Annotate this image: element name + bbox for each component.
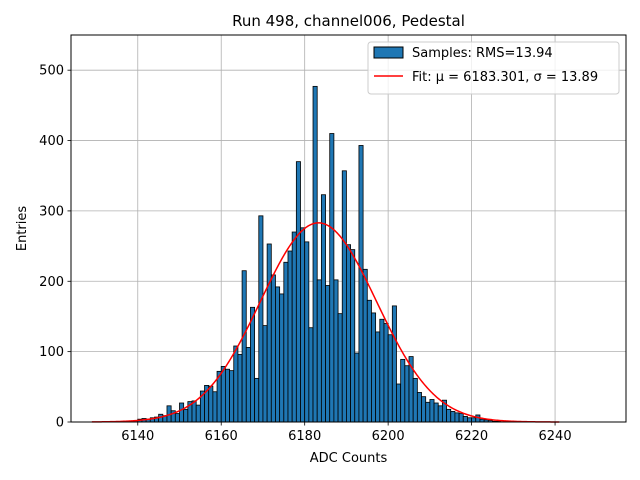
histogram-bar — [245, 347, 251, 423]
histogram-bar — [283, 261, 289, 423]
histogram-bar — [325, 285, 331, 423]
legend-box — [367, 41, 620, 95]
histogram-bar — [362, 268, 368, 423]
histogram-bar — [329, 133, 335, 423]
histogram-bar — [320, 194, 326, 423]
histogram-bar — [275, 286, 281, 423]
histogram-bar — [354, 352, 360, 423]
histogram-bar — [270, 274, 276, 423]
axis-ticks: 6140 6160 6180 6200 6220 6240 0 100 200 300 400 500 — [39, 64, 571, 444]
histogram-bar — [254, 377, 260, 423]
histogram-bar — [383, 323, 389, 423]
histogram-bar — [308, 327, 314, 423]
histogram-bar — [371, 312, 377, 423]
histogram-bar — [295, 161, 301, 423]
histogram-bar — [224, 368, 230, 423]
histogram-bar — [212, 391, 218, 423]
histogram-bar — [304, 241, 310, 423]
x-tick-label: 6180 — [288, 429, 321, 444]
plot-frame — [70, 34, 627, 423]
legend-label-histogram: Samples: RMS=13.94 — [412, 46, 553, 61]
histogram-bar — [279, 293, 285, 423]
histogram-bar — [179, 402, 185, 423]
histogram-bar — [421, 396, 427, 423]
histogram-bar — [446, 408, 452, 423]
histogram-bar — [412, 377, 418, 423]
histogram-bar — [333, 279, 339, 423]
histogram-bar — [366, 299, 372, 423]
histogram-bar — [316, 279, 322, 423]
chart-title: Run 498, channel006, Pedestal — [232, 12, 465, 30]
histogram-bar — [346, 244, 351, 423]
histogram-bar — [425, 401, 431, 423]
y-tick-label: 300 — [39, 204, 64, 219]
legend: Samples: RMS=13.94 Fit: μ = 6183.301, σ … — [367, 41, 620, 95]
x-tick-label: 6220 — [455, 429, 488, 444]
histogram-bar — [400, 358, 406, 423]
histogram-bar — [437, 405, 443, 423]
y-axis-label: Entries — [15, 206, 30, 252]
histogram-bar — [350, 249, 356, 423]
y-tick-label: 500 — [39, 64, 64, 79]
legend-label-fit: Fit: μ = 6183.301, σ = 13.89 — [412, 70, 598, 85]
x-axis-label: ADC Counts — [310, 451, 388, 466]
histogram-bar — [220, 366, 226, 423]
histogram-bar — [337, 313, 343, 423]
histogram-bar — [300, 227, 306, 423]
histogram-bar — [375, 331, 381, 423]
y-tick-label: 400 — [39, 134, 64, 149]
histogram-bar — [450, 411, 456, 423]
histogram-bar — [195, 404, 201, 423]
histogram-bar — [237, 354, 243, 423]
histogram-bar — [458, 413, 464, 423]
histogram-bar — [341, 170, 347, 423]
histogram-bar — [416, 392, 422, 423]
histogram-bar — [174, 413, 180, 423]
histogram-bar — [262, 325, 268, 423]
x-tick-label: 6140 — [121, 429, 154, 444]
histogram-bar — [471, 417, 477, 423]
y-tick-label: 100 — [39, 345, 64, 360]
x-tick-label: 6200 — [372, 429, 405, 444]
histogram-bar — [467, 417, 473, 423]
histogram-bar — [241, 270, 247, 423]
histogram-bar — [404, 365, 410, 423]
histogram-bar — [379, 318, 385, 423]
histogram-bar — [312, 85, 318, 423]
histogram-bar — [229, 370, 235, 423]
histogram-bar — [250, 306, 256, 423]
histogram-bar — [429, 399, 435, 423]
histogram-bar — [191, 400, 197, 423]
histogram-bar — [462, 415, 468, 423]
y-tick-label: 0 — [56, 416, 64, 431]
histogram-bar — [358, 145, 364, 423]
histogram-bar — [208, 385, 214, 423]
histogram-bar — [233, 345, 239, 423]
y-tick-label: 200 — [39, 275, 64, 290]
histogram-bar — [266, 243, 272, 423]
legend-swatch-histogram — [373, 46, 404, 59]
fit-curve — [91, 222, 560, 423]
x-tick-label: 6160 — [205, 429, 238, 444]
x-tick-label: 6240 — [539, 429, 572, 444]
histogram-bar — [454, 412, 460, 423]
histogram-bar — [391, 305, 397, 423]
histogram-bar — [291, 231, 297, 423]
histogram-bar — [387, 334, 393, 423]
histogram-bar — [258, 215, 264, 423]
histogram-bar — [183, 408, 189, 423]
histogram-bar — [433, 402, 439, 423]
histogram-bar — [396, 383, 402, 423]
histogram-bar — [287, 250, 293, 423]
